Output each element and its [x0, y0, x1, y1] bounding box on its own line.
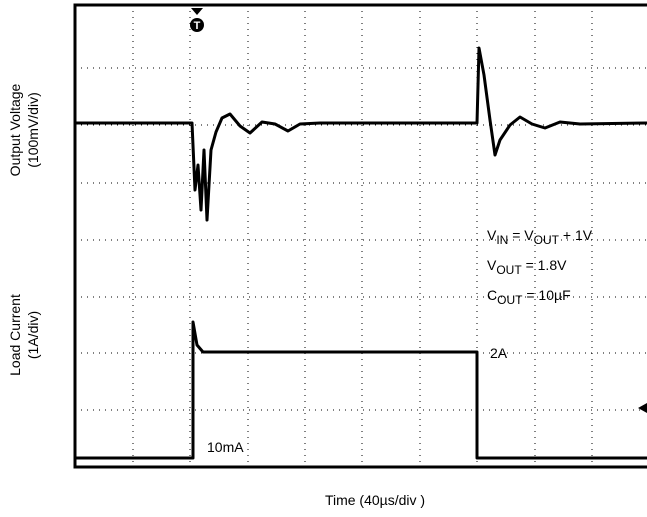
trigger-arrow [191, 8, 203, 15]
annotation: VIN = VOUT + 1V [487, 227, 593, 247]
annotation: VOUT = 1.8V [487, 257, 567, 277]
x-label: Time (40µs/div ) [325, 492, 425, 508]
voltage-trace [75, 46, 647, 222]
marker [638, 403, 647, 413]
annotation: COUT = 10µF [487, 287, 571, 307]
trigger-icon [190, 18, 204, 32]
y-label: Output Voltage [7, 83, 23, 176]
annotation: 2A [490, 345, 508, 361]
trigger-label: T [194, 20, 201, 32]
y-label: (100mV/div) [25, 92, 41, 167]
current-trace [75, 320, 647, 460]
y-label: (1A/div) [25, 311, 41, 359]
y-label: Load Current [7, 294, 23, 376]
frame [73, 3, 647, 469]
annotation: 10mA [207, 439, 244, 455]
